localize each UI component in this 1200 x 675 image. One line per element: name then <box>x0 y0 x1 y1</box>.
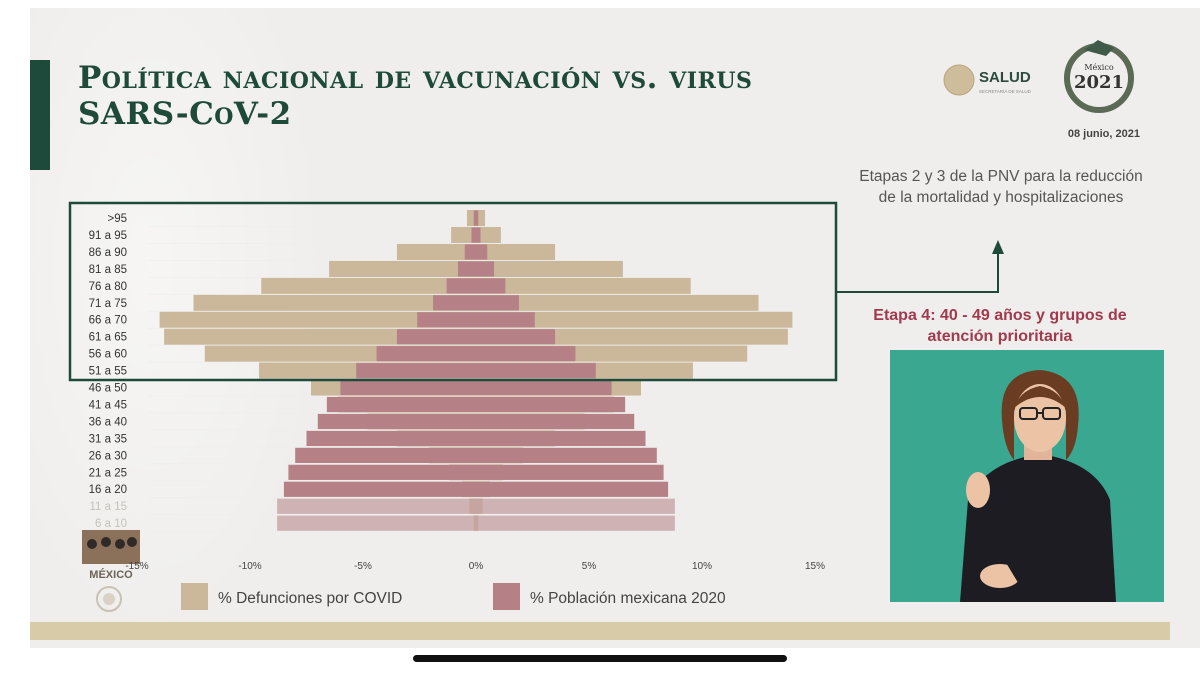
category-label: 46 a 50 <box>89 383 127 395</box>
category-label: >95 <box>107 213 127 225</box>
legend-label-poblacion: % Población mexicana 2020 <box>530 590 726 607</box>
bar-poblacion-15 <box>288 464 664 480</box>
eagle-seal-icon <box>943 64 975 96</box>
category-label: 11 a 15 <box>89 501 127 513</box>
bar-poblacion-8 <box>376 346 576 362</box>
note-etapa-4: Etapa 4: 40 - 49 años y grupos de atenci… <box>873 307 1127 345</box>
bar-poblacion-6 <box>417 312 535 328</box>
interpreter-figure <box>960 370 1116 602</box>
x-tick-label: 5% <box>582 561 597 572</box>
category-label: 6 a 10 <box>95 518 127 530</box>
bar-poblacion-0 <box>473 210 479 226</box>
category-label: 41 a 45 <box>89 399 127 411</box>
category-label: 26 a 30 <box>89 450 127 462</box>
bar-poblacion-2 <box>464 244 488 260</box>
eagle-seal-icon <box>96 586 122 612</box>
logo-2021-top: México <box>1084 63 1113 72</box>
bar-poblacion-11 <box>326 396 626 413</box>
gob-logo-text: MÉXICO <box>89 568 133 581</box>
category-label: 86 a 90 <box>89 247 127 259</box>
interpreter-video <box>890 350 1164 602</box>
x-tick-label: -15% <box>125 561 148 572</box>
note-etapas-2-3: Etapas 2 y 3 de la PNV para la reducción… <box>859 168 1143 206</box>
category-label: 61 a 65 <box>89 332 127 344</box>
salud-logo-text: SALUD <box>979 69 1031 86</box>
bar-poblacion-3 <box>457 261 495 277</box>
x-tick-label: -5% <box>354 561 372 572</box>
mexico-2021-logo: México 2021 <box>1064 40 1134 113</box>
legend-label-defunciones: % Defunciones por COVID <box>218 590 402 607</box>
category-label: 71 a 75 <box>89 298 127 310</box>
bar-poblacion-4 <box>446 278 506 294</box>
category-label: 16 a 20 <box>89 484 127 496</box>
arrow-up-icon <box>992 240 1004 254</box>
bar-poblacion-5 <box>433 295 519 311</box>
page-title-line1: Política nacional de vacunación vs. viru… <box>78 60 753 96</box>
bar-poblacion-7 <box>396 329 556 345</box>
page-title: Política nacional de vacunación vs. viru… <box>78 60 938 132</box>
category-label: 76 a 80 <box>89 281 127 293</box>
category-label: 21 a 25 <box>89 467 127 479</box>
category-label: 66 a 70 <box>89 315 127 327</box>
bar-poblacion-10 <box>340 380 612 396</box>
page-title-line2: SARS-CoV-2 <box>78 96 292 132</box>
bar-poblacion-1 <box>471 227 481 243</box>
x-tick-label: 15% <box>805 561 825 572</box>
bar-poblacion-18 <box>277 515 675 531</box>
bottom-band <box>30 622 1170 640</box>
gobierno-de-mexico-logo: MÉXICO <box>82 530 140 581</box>
title-accent-bar <box>30 60 50 170</box>
bar-poblacion-13 <box>306 430 646 447</box>
connector-line <box>836 252 999 293</box>
category-label: 36 a 40 <box>89 416 127 428</box>
category-label: 31 a 35 <box>89 433 127 445</box>
bar-poblacion-17 <box>277 498 675 514</box>
category-label: 56 a 60 <box>89 349 127 361</box>
legend-swatch-poblacion <box>493 583 520 610</box>
x-tick-label: 0% <box>469 561 484 572</box>
bar-poblacion-9 <box>356 363 596 379</box>
salud-logo: SALUD SECRETARÍA DE SALUD <box>943 64 1032 96</box>
category-label: 81 a 85 <box>89 264 127 276</box>
legend-swatch-defunciones <box>181 583 208 610</box>
home-indicator[interactable] <box>413 655 787 662</box>
category-label: 91 a 95 <box>89 230 127 242</box>
bar-poblacion-14 <box>295 447 657 463</box>
bar-poblacion-16 <box>283 481 669 497</box>
x-tick-label: 10% <box>692 561 712 572</box>
date-label: 08 junio, 2021 <box>1067 128 1140 140</box>
category-label: 51 a 55 <box>89 366 127 378</box>
x-tick-label: -10% <box>238 561 261 572</box>
logo-2021-number: 2021 <box>1074 72 1124 93</box>
bar-poblacion-12 <box>317 413 635 430</box>
salud-logo-subtext: SECRETARÍA DE SALUD <box>979 88 1032 94</box>
